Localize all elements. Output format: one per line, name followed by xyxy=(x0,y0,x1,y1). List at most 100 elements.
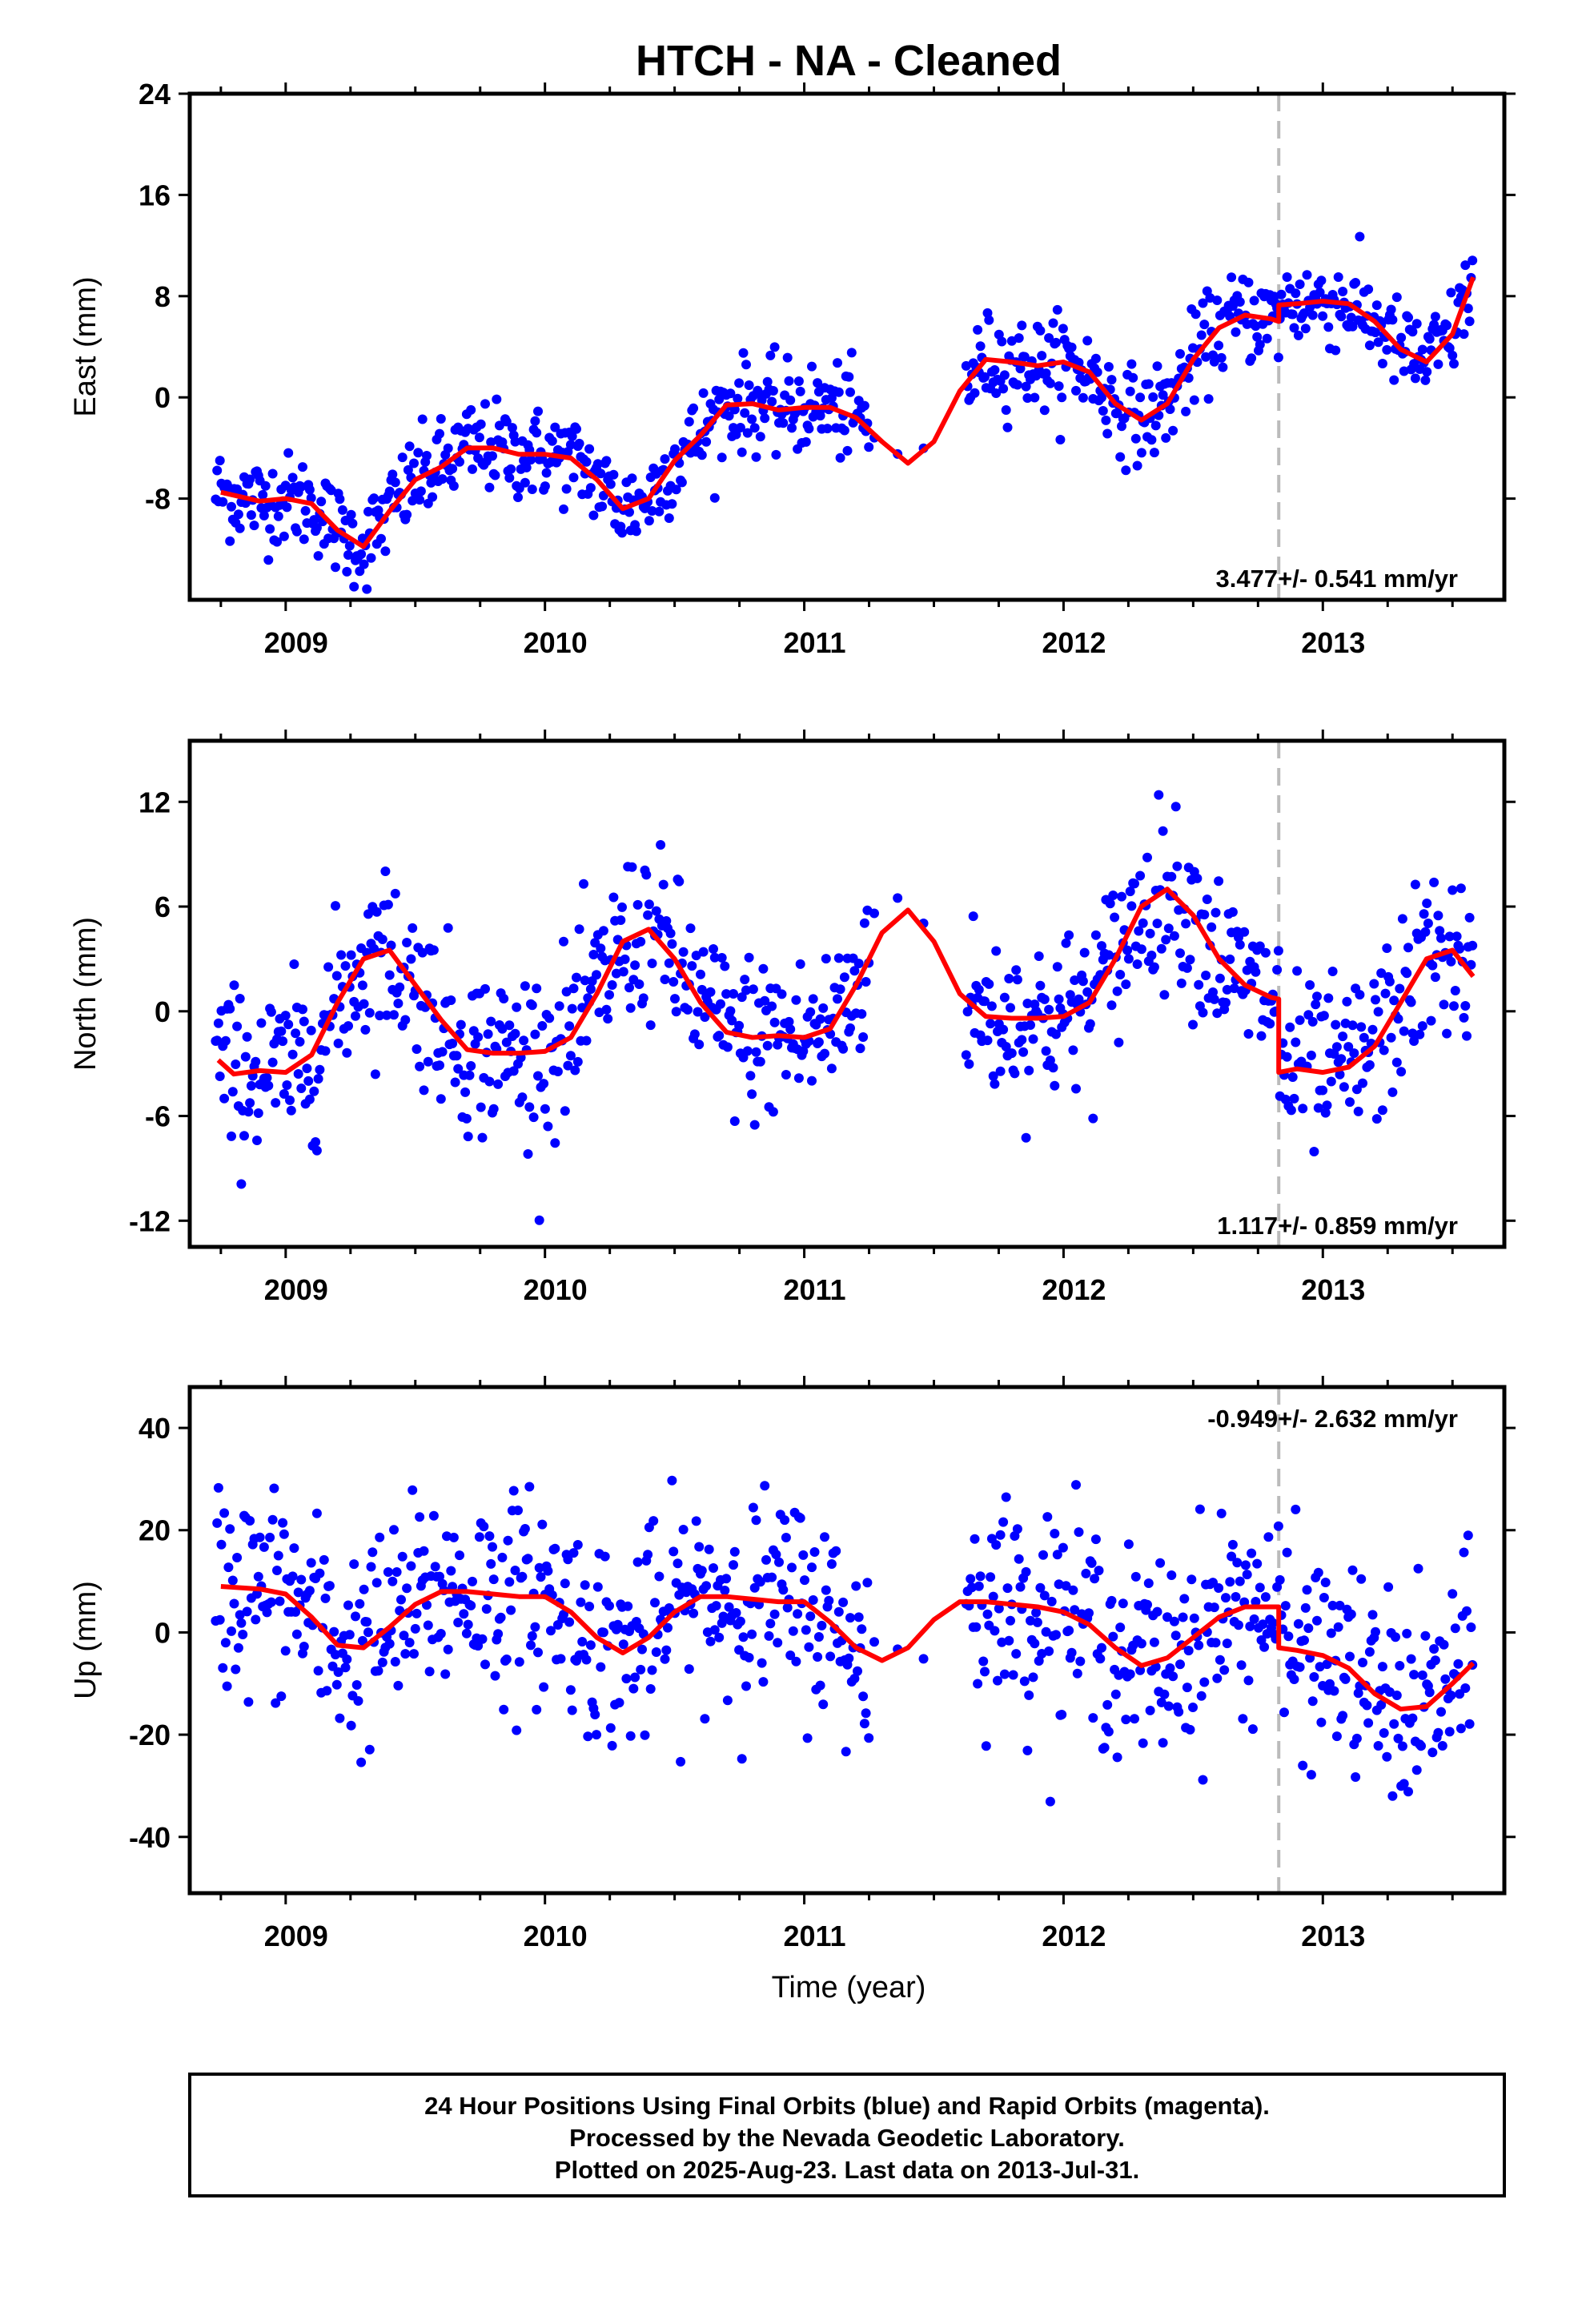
north-point xyxy=(524,1102,535,1112)
up-point xyxy=(479,1522,489,1532)
up-point xyxy=(841,1747,851,1757)
east-point xyxy=(991,388,1002,398)
up-point xyxy=(645,1684,656,1694)
up-point xyxy=(1015,1582,1026,1592)
north-point xyxy=(632,899,643,910)
north-point xyxy=(1285,1022,1295,1032)
up-point xyxy=(1351,1772,1361,1782)
north-point xyxy=(1452,931,1462,942)
north-point xyxy=(530,1029,540,1039)
north-point xyxy=(1419,909,1429,919)
east-point xyxy=(597,501,608,512)
up-point xyxy=(607,1740,617,1751)
up-point xyxy=(869,1637,880,1647)
up-point xyxy=(1008,1670,1018,1680)
east-point xyxy=(1252,332,1263,342)
up-point xyxy=(1282,1547,1292,1558)
north-point xyxy=(1395,983,1405,994)
east-points xyxy=(211,231,1478,594)
y-tick-label: 6 xyxy=(155,891,171,923)
up-point xyxy=(791,1656,801,1667)
up-point xyxy=(1382,1751,1392,1762)
north-point xyxy=(1194,979,1204,990)
up-point xyxy=(820,1532,829,1542)
up-point xyxy=(701,1581,712,1591)
north-point xyxy=(1436,933,1446,943)
up-point xyxy=(220,1638,231,1648)
north-point xyxy=(1459,1012,1469,1023)
east-point xyxy=(1022,393,1033,403)
up-point xyxy=(1090,1574,1100,1584)
north-point xyxy=(974,984,984,995)
north-point xyxy=(252,1136,262,1145)
up-point xyxy=(744,1652,754,1663)
north-point xyxy=(1295,1015,1305,1025)
up-point xyxy=(824,1595,834,1606)
north-point xyxy=(820,1048,829,1059)
north-point xyxy=(1335,1069,1345,1080)
up-point xyxy=(393,1680,404,1691)
x-tick-label: 2009 xyxy=(264,1273,328,1306)
east-point xyxy=(437,474,448,485)
east-point xyxy=(859,400,869,411)
east-point xyxy=(647,506,657,516)
north-point xyxy=(1028,1034,1038,1044)
up-point xyxy=(1102,1699,1113,1710)
east-point xyxy=(1291,288,1301,299)
north-point xyxy=(1331,1042,1342,1052)
north-point xyxy=(1010,1068,1020,1079)
north-point xyxy=(1235,939,1245,950)
up-point xyxy=(1439,1639,1449,1650)
up-point xyxy=(520,1524,530,1534)
up-point xyxy=(387,1576,398,1586)
north-point xyxy=(1146,951,1157,960)
north-point xyxy=(1355,990,1365,1000)
up-point xyxy=(628,1683,639,1694)
east-point xyxy=(347,518,358,529)
up-point xyxy=(1444,1727,1455,1737)
up-points xyxy=(211,1475,1478,1807)
north-point xyxy=(1106,1000,1117,1011)
up-point xyxy=(849,1674,860,1683)
up-point xyxy=(343,1600,353,1610)
up-point xyxy=(423,1620,433,1630)
east-point xyxy=(1051,337,1061,348)
north-point xyxy=(630,960,640,971)
east-point xyxy=(363,506,373,517)
east-point xyxy=(1057,392,1067,403)
up-point xyxy=(793,1609,803,1619)
up-point xyxy=(1136,1638,1146,1649)
up-point xyxy=(1012,1524,1022,1534)
north-point xyxy=(1006,1048,1017,1059)
up-point xyxy=(546,1626,556,1636)
east-point xyxy=(443,443,453,453)
north-point xyxy=(359,999,369,1009)
east-point xyxy=(1136,448,1146,458)
up-point xyxy=(1462,1606,1472,1616)
north-point xyxy=(893,893,903,903)
up-point xyxy=(231,1664,241,1675)
y-tick-label: -20 xyxy=(129,1719,171,1751)
north-point xyxy=(245,1098,255,1108)
north-point xyxy=(777,989,787,999)
up-point xyxy=(1175,1659,1185,1670)
north-point xyxy=(1125,887,1135,897)
north-point xyxy=(400,1015,411,1025)
north-point xyxy=(1110,912,1120,923)
up-point xyxy=(534,1562,544,1573)
x-tick-label: 2013 xyxy=(1301,1273,1365,1306)
north-point xyxy=(986,1001,997,1011)
east-frame xyxy=(187,91,1507,602)
east-point xyxy=(670,444,680,454)
up-point xyxy=(440,1669,451,1679)
up-point xyxy=(424,1667,435,1677)
north-point xyxy=(1313,1103,1323,1113)
up-point xyxy=(532,1704,542,1715)
north-point xyxy=(572,1056,583,1067)
east-point xyxy=(740,408,750,418)
north-point xyxy=(1433,911,1443,921)
north-point xyxy=(508,1066,519,1076)
north-frame xyxy=(187,738,1507,1249)
east-point xyxy=(1459,329,1469,340)
east-point xyxy=(510,436,520,447)
